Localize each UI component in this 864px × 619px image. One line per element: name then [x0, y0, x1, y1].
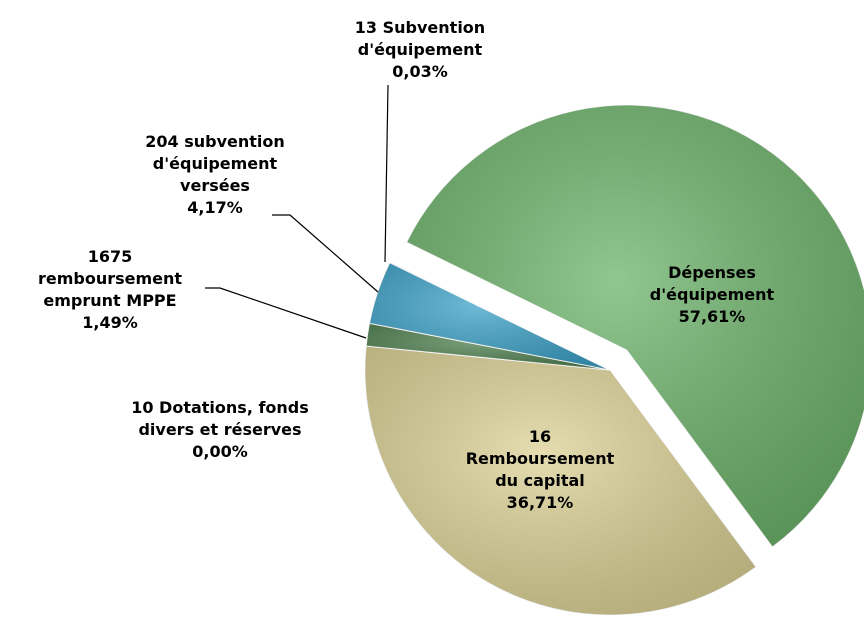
category-label: 16 Remboursement du capital: [465, 427, 615, 490]
slice-label: 16 Remboursement du capital 36,71%: [460, 426, 620, 514]
category-label: Dépenses d'équipement: [649, 263, 775, 304]
slice-shade: [389, 262, 610, 370]
category-label: 13 Subvention d'équipement: [354, 18, 486, 59]
value-label: 57,61%: [678, 307, 746, 326]
slice-label: 10 Dotations, fonds divers et réserves 0,…: [130, 397, 310, 463]
category-label: 204 subvention d'équipement versées: [145, 132, 285, 195]
value-label: 0,03%: [392, 62, 448, 81]
value-label: 4,17%: [187, 198, 243, 217]
value-label: 0,00%: [192, 442, 248, 461]
value-label: 1,49%: [82, 313, 138, 332]
slice-label: Dépenses d'équipement 57,61%: [627, 262, 797, 328]
slice-shade: [369, 262, 610, 370]
slice-shade: [365, 346, 756, 615]
slice-label: 204 subvention d'équipement versées 4,17%: [130, 131, 300, 219]
leader-line: [205, 287, 367, 339]
slice-label: 13 Subvention d'équipement 0,03%: [340, 17, 500, 83]
category-label: 10 Dotations, fonds divers et réserves: [131, 398, 309, 439]
slice-shade: [406, 105, 864, 547]
leader-line: [384, 84, 389, 263]
leader-line: [272, 214, 379, 293]
value-label: 36,71%: [506, 493, 574, 512]
slices: [364, 104, 864, 616]
slice-label: 1675 remboursement emprunt MPPE 1,49%: [30, 246, 190, 334]
category-label: 1675 remboursement emprunt MPPE: [37, 247, 183, 310]
